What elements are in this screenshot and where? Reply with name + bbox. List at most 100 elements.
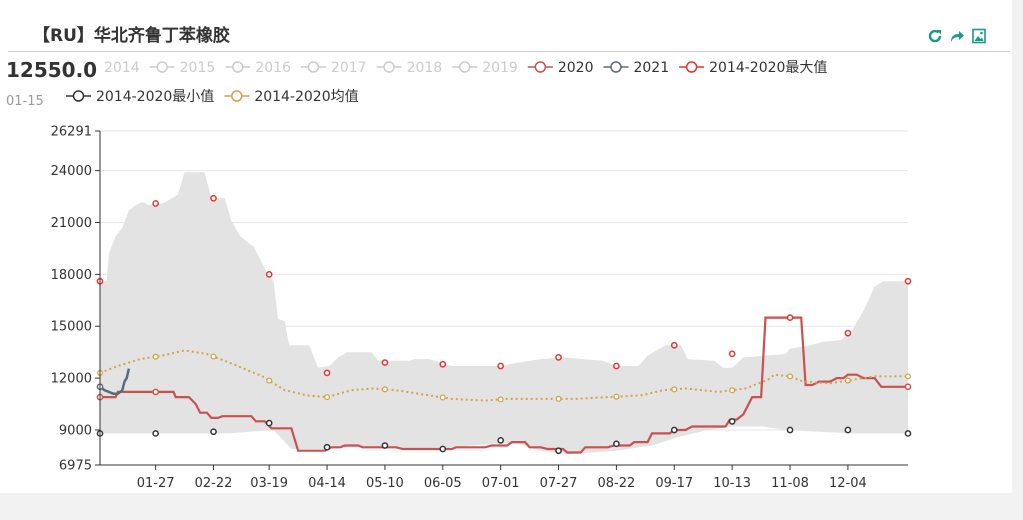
y-tick-label: 9000 <box>59 423 92 438</box>
hover-value-readout: 12550.0 <box>6 58 98 82</box>
max-marker[interactable] <box>555 354 562 361</box>
max-marker[interactable] <box>210 194 217 202</box>
x-tick-label: 05-10 <box>366 476 404 491</box>
min-marker[interactable] <box>152 430 159 437</box>
avg-marker[interactable] <box>671 386 678 393</box>
max-marker[interactable] <box>904 277 912 285</box>
avg-marker[interactable] <box>152 353 159 360</box>
legend-symbol <box>458 61 471 73</box>
x-tick-label: 04-14 <box>308 476 346 491</box>
min-marker[interactable] <box>555 447 562 455</box>
min-max-band-layer <box>100 172 908 455</box>
save-image-icon[interactable] <box>971 28 987 44</box>
x-tick-label: 07-01 <box>482 476 520 491</box>
min-marker[interactable] <box>210 428 217 436</box>
legend-item-2014-2020最小值[interactable]: 2014-2020最小值 <box>66 89 214 105</box>
legend-item-2018[interactable]: 2018 <box>376 60 443 76</box>
max-marker[interactable] <box>152 200 159 207</box>
avg-marker[interactable] <box>904 373 912 380</box>
max-marker[interactable] <box>728 350 736 358</box>
x-tick-label: 06-05 <box>424 476 462 491</box>
legend-symbol <box>72 90 85 102</box>
legend-label: 2021 <box>633 60 669 76</box>
max-marker[interactable] <box>265 271 273 278</box>
min-marker[interactable] <box>323 443 331 451</box>
avg-marker[interactable] <box>613 393 620 400</box>
legend-symbol <box>156 61 168 73</box>
max-marker[interactable] <box>613 362 620 370</box>
series-2020-marker[interactable] <box>152 388 159 396</box>
x-tick-label: 11-08 <box>771 476 809 491</box>
avg-marker[interactable] <box>729 387 736 394</box>
avg-marker[interactable] <box>381 386 388 393</box>
series-layer <box>99 316 908 454</box>
legend-item-2014-2020均值[interactable]: 2014-2020均值 <box>224 89 359 105</box>
max-marker[interactable] <box>497 362 505 370</box>
min-marker[interactable] <box>670 426 678 434</box>
y-tick-label: 26291 <box>51 125 92 140</box>
legend-label: 2017 <box>331 60 367 76</box>
legend-label: 2014 <box>104 60 140 76</box>
page-title: 【RU】华北齐鲁丁苯橡胶 <box>33 26 230 46</box>
min-marker[interactable] <box>265 419 273 427</box>
avg-marker[interactable] <box>786 373 794 380</box>
min-marker[interactable] <box>786 426 794 434</box>
min-marker[interactable] <box>844 426 852 434</box>
legend-label: 2014-2020均值 <box>254 89 358 105</box>
series-2020-marker[interactable] <box>904 383 912 391</box>
title-divider <box>8 51 1010 52</box>
series-line-avg <box>99 349 908 402</box>
max-marker[interactable] <box>439 360 447 368</box>
max-marker[interactable] <box>786 314 794 321</box>
legend-symbol <box>534 61 547 73</box>
min-marker[interactable] <box>904 430 912 437</box>
legend-label: 2020 <box>558 60 594 76</box>
legend-item-2017[interactable]: 2017 <box>300 60 367 76</box>
legend-label: 2019 <box>482 60 518 76</box>
legend-symbol <box>231 90 243 102</box>
min-max-band-area <box>100 172 908 455</box>
max-marker[interactable] <box>323 369 331 377</box>
y-tick-label: 12000 <box>51 372 92 387</box>
x-tick-label: 02-22 <box>195 476 233 491</box>
min-marker[interactable] <box>728 417 736 425</box>
max-marker[interactable] <box>670 341 678 349</box>
legend-label: 2018 <box>407 60 443 76</box>
legend-item-2021[interactable]: 2021 <box>603 60 669 76</box>
max-marker[interactable] <box>381 359 389 366</box>
legend-label: 2016 <box>255 60 291 76</box>
legend-item-2014-2020最大值[interactable]: 2014-2020最大值 <box>679 60 827 76</box>
chart-toolbar <box>927 28 987 44</box>
share-icon[interactable] <box>949 28 965 44</box>
avg-marker[interactable] <box>439 394 446 401</box>
legend-item-2019[interactable]: 2019 <box>452 60 518 76</box>
legend-label: 2014-2020最小值 <box>96 89 214 105</box>
legend-item-2020[interactable]: 2020 <box>527 60 594 76</box>
legend-item-2016[interactable]: 2016 <box>225 60 291 76</box>
series-line-2020 <box>100 316 908 454</box>
legend-item-2015[interactable]: 2015 <box>149 60 216 76</box>
legend-symbol <box>307 61 320 73</box>
avg-marker[interactable] <box>555 395 562 402</box>
avg-marker[interactable] <box>210 353 217 360</box>
avg-marker[interactable] <box>323 394 331 401</box>
x-tick-label: 12-04 <box>829 476 867 491</box>
max-marker[interactable] <box>844 329 852 337</box>
chart-axes: 26291 24000 21000 18000 15000 12000 9000 6975 01… <box>51 125 908 491</box>
legend-symbol <box>610 61 622 73</box>
legend-item-2014[interactable]: 2014 <box>104 60 140 76</box>
avg-marker[interactable] <box>497 396 504 403</box>
min-marker[interactable] <box>497 437 505 444</box>
series-line-2021 <box>99 368 131 395</box>
avg-marker[interactable] <box>266 377 273 384</box>
min-marker[interactable] <box>613 440 620 448</box>
refresh-icon[interactable] <box>927 28 943 44</box>
avg-marker[interactable] <box>844 377 851 384</box>
min-marker[interactable] <box>381 442 389 449</box>
legend-symbol <box>383 61 395 73</box>
legend-symbol <box>685 61 698 73</box>
y-tick-label: 21000 <box>51 216 92 231</box>
legend-label: 2015 <box>180 60 216 76</box>
min-marker[interactable] <box>439 445 447 453</box>
legend-label: 2014-2020最大值 <box>709 60 827 76</box>
